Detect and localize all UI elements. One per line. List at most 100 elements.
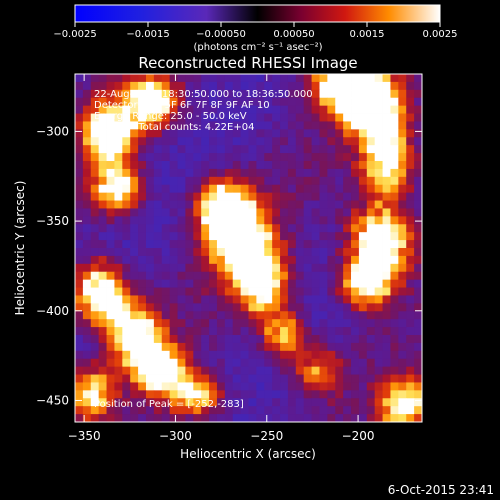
image-pixel: [366, 390, 376, 399]
image-pixel: [161, 350, 171, 360]
image-pixel: [114, 113, 123, 122]
image-pixel: [272, 406, 281, 415]
image-pixel: [153, 89, 163, 99]
image-pixel: [82, 279, 92, 288]
image-pixel: [272, 121, 281, 130]
image-pixel: [406, 113, 415, 122]
image-pixel: [240, 319, 249, 328]
image-pixel: [193, 184, 202, 194]
image-pixel: [209, 342, 218, 352]
image-pixel: [161, 113, 171, 122]
image-pixel: [366, 153, 376, 162]
image-pixel: [319, 232, 328, 241]
image-pixel: [351, 192, 360, 201]
image-pixel: [130, 200, 139, 209]
image-pixel: [327, 113, 336, 122]
image-pixel: [406, 406, 415, 415]
image-pixel: [366, 145, 376, 154]
image-pixel: [248, 382, 257, 391]
image-pixel: [122, 208, 131, 217]
image-pixel: [272, 145, 281, 154]
image-pixel: [287, 390, 297, 399]
image-pixel: [75, 216, 84, 225]
image-pixel: [406, 184, 415, 194]
image-pixel: [106, 89, 115, 99]
x-tick-label: −250: [250, 429, 283, 443]
image-pixel: [185, 358, 194, 368]
image-pixel: [311, 74, 320, 83]
image-pixel: [264, 295, 273, 304]
image-pixel: [106, 271, 115, 281]
image-pixel: [264, 390, 273, 399]
image-pixel: [90, 263, 100, 273]
image-pixel: [335, 271, 344, 281]
image-pixel: [185, 406, 194, 415]
image-pixel: [248, 319, 257, 328]
image-pixel: [287, 271, 297, 281]
image-pixel: [248, 216, 257, 225]
image-pixel: [201, 81, 210, 91]
image-pixel: [240, 335, 249, 344]
image-pixel: [327, 105, 336, 114]
image-pixel: [106, 255, 115, 265]
image-pixel: [382, 263, 391, 273]
image-pixel: [351, 406, 360, 415]
image-pixel: [319, 129, 328, 138]
image-pixel: [295, 271, 305, 281]
image-pixel: [303, 176, 312, 186]
image-pixel: [351, 255, 360, 265]
image-pixel: [264, 81, 273, 91]
image-pixel: [209, 208, 218, 217]
image-pixel: [122, 121, 131, 130]
image-pixel: [193, 398, 202, 407]
image-pixel: [114, 374, 123, 383]
image-pixel: [201, 184, 210, 194]
image-pixel: [122, 105, 131, 114]
image-pixel: [272, 208, 281, 217]
image-pixel: [351, 113, 360, 122]
image-pixel: [390, 200, 399, 209]
image-pixel: [366, 81, 376, 91]
image-pixel: [335, 255, 344, 265]
image-pixel: [130, 350, 139, 360]
image-pixel: [209, 335, 218, 344]
image-pixel: [122, 145, 131, 154]
image-pixel: [161, 398, 171, 407]
image-pixel: [185, 414, 194, 422]
image-pixel: [358, 89, 368, 99]
image-pixel: [414, 311, 422, 320]
image-pixel: [351, 414, 360, 422]
image-pixel: [209, 121, 218, 130]
image-pixel: [366, 295, 376, 304]
image-pixel: [280, 224, 289, 233]
image-pixel: [280, 350, 289, 360]
image-pixel: [272, 224, 281, 233]
image-pixel: [366, 279, 376, 288]
image-pixel: [240, 287, 249, 296]
image-pixel: [177, 192, 186, 201]
image-pixel: [90, 105, 100, 114]
image-pixel: [358, 295, 368, 304]
image-pixel: [153, 311, 163, 320]
image-pixel: [201, 153, 210, 162]
image-pixel: [90, 390, 100, 399]
image-pixel: [366, 105, 376, 114]
image-pixel: [295, 81, 305, 91]
image-pixel: [366, 200, 376, 209]
image-pixel: [232, 319, 242, 328]
image-pixel: [366, 168, 376, 178]
image-pixel: [161, 129, 171, 138]
image-pixel: [272, 358, 281, 368]
image-pixel: [398, 200, 407, 209]
image-pixel: [358, 271, 368, 281]
image-pixel: [248, 295, 257, 304]
image-pixel: [358, 153, 368, 162]
image-pixel: [414, 113, 422, 122]
image-pixel: [130, 295, 139, 304]
image-pixel: [193, 153, 202, 162]
image-pixel: [256, 327, 265, 336]
image-pixel: [280, 382, 289, 391]
image-pixel: [390, 192, 399, 201]
image-pixel: [319, 287, 328, 296]
image-pixel: [232, 248, 242, 257]
